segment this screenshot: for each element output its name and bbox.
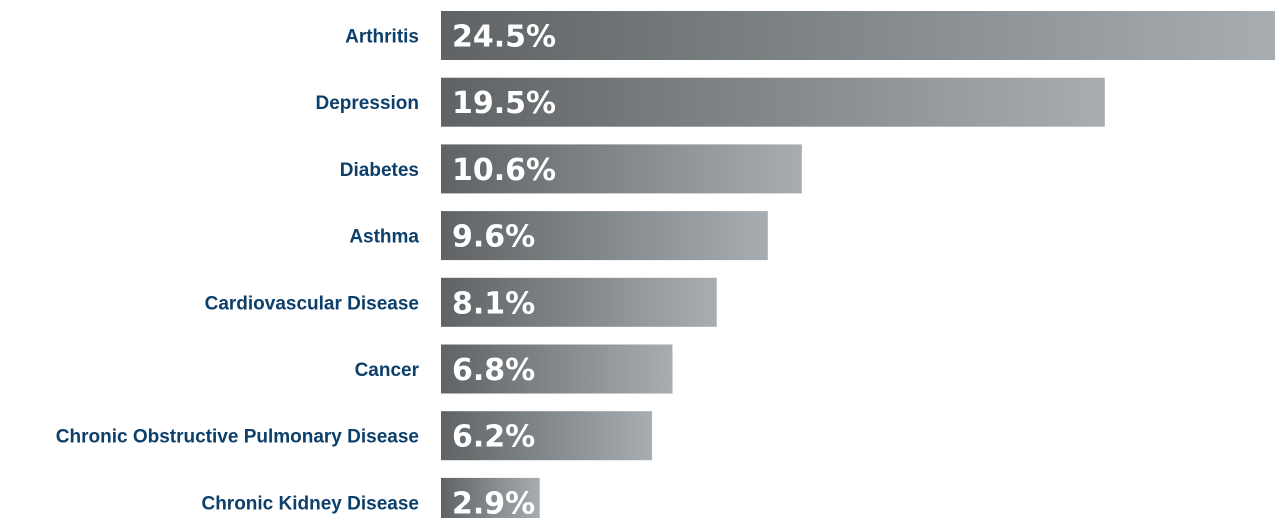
bar-1 <box>441 77 1105 127</box>
category-label-2: Diabetes <box>340 160 419 181</box>
value-label-2: 10.6% <box>452 153 556 188</box>
value-label-1: 19.5% <box>452 86 556 121</box>
value-label-3: 9.6% <box>452 220 535 255</box>
value-label-0: 24.5% <box>452 20 556 55</box>
category-label-3: Asthma <box>349 227 419 248</box>
value-label-4: 8.1% <box>452 286 535 321</box>
value-label-6: 6.2% <box>452 420 535 455</box>
bars-group: Arthritis 24.5% Depression 19.5% Diabetes 10.… <box>56 11 1275 518</box>
bar-4 <box>441 277 717 327</box>
category-label-4: Cardiovascular Disease <box>205 293 419 314</box>
bar-7 <box>441 477 540 518</box>
category-label-6: Chronic Obstructive Pulmonary Disease <box>56 427 419 448</box>
value-label-5: 6.8% <box>452 353 535 388</box>
category-label-1: Depression <box>316 93 419 114</box>
bar-2 <box>441 144 802 194</box>
value-label-7: 2.9% <box>452 486 535 518</box>
bar-0 <box>441 11 1275 60</box>
bar-5 <box>441 344 673 394</box>
bar-3 <box>441 211 768 261</box>
bar-6 <box>441 411 653 461</box>
category-label-0: Arthritis <box>345 27 419 48</box>
category-label-7: Chronic Kidney Disease <box>201 493 419 514</box>
category-label-5: Cancer <box>355 360 420 381</box>
